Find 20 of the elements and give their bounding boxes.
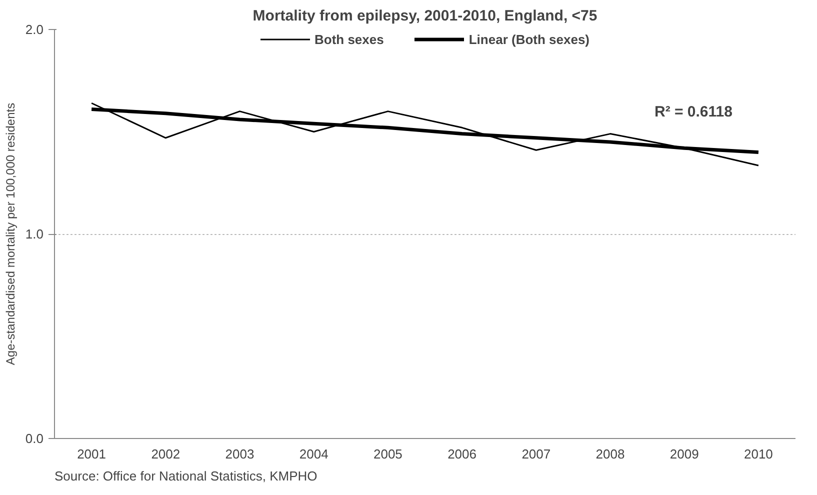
x-tick-label: 2008 xyxy=(596,446,625,462)
x-tick-label: 2001 xyxy=(77,446,106,462)
x-tick-label: 2006 xyxy=(448,446,477,462)
x-tick-label: 2004 xyxy=(299,446,328,462)
chart-title: Mortality from epilepsy, 2001-2010, England, <75 xyxy=(252,8,598,24)
source-note: Source: Office for National Statistics, KMPHO xyxy=(54,468,318,484)
legend-label: Both sexes xyxy=(314,32,384,46)
x-tick-label: 2005 xyxy=(373,446,402,462)
x-tick-label: 2003 xyxy=(225,446,254,462)
y-tick-label: 2.0 xyxy=(25,22,44,37)
x-tick-label: 2009 xyxy=(670,446,699,462)
legend-label: Linear (Both sexes) xyxy=(468,32,590,46)
line-series xyxy=(90,102,760,166)
y-axis-title: Age-standardised mortality per 100,000 residents xyxy=(3,102,18,366)
annotation: R² = 0.6118 xyxy=(654,104,732,120)
x-tick-label: 2002 xyxy=(151,446,180,462)
x-tick-label: 2007 xyxy=(522,446,551,462)
y-tick-label: 1.0 xyxy=(25,226,44,242)
x-tick-label: 2010 xyxy=(744,446,773,462)
y-tick-label: 0.0 xyxy=(25,431,44,446)
